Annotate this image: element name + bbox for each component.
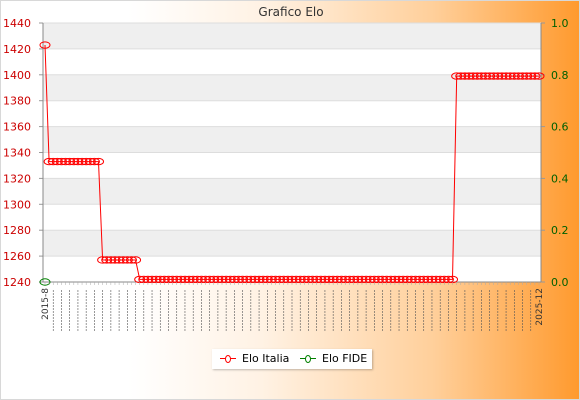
data-point-elo-italia: [521, 72, 533, 80]
data-point-elo-italia: [88, 157, 100, 166]
y-tick-label: 1380: [3, 95, 31, 108]
data-point-elo-italia: [51, 157, 63, 166]
x-tick-label-last: 2025-12: [535, 288, 545, 326]
data-point-elo-italia: [84, 157, 96, 166]
y-tick-label: 1440: [3, 17, 31, 30]
data-point-elo-italia: [451, 72, 463, 80]
data-point-elo-italia: [488, 72, 500, 80]
data-point-elo-italia: [101, 256, 113, 264]
data-point-elo-italia: [455, 72, 467, 80]
x-tick-label-first: 2015-8: [41, 288, 51, 320]
data-point-elo-italia: [496, 72, 508, 80]
chart-legend: Elo Italia Elo FIDE: [212, 349, 372, 369]
data-point-elo-italia: [72, 157, 84, 166]
y-tick-label: 1360: [3, 121, 31, 134]
data-point-elo-fide: [39, 278, 51, 286]
data-point-elo-italia: [113, 256, 125, 264]
data-point-elo-italia: [105, 256, 117, 264]
legend-item-elo-fide: Elo FIDE: [300, 352, 367, 365]
data-point-elo-italia: [504, 72, 516, 80]
data-point-elo-italia: [76, 157, 88, 166]
grid-band: [43, 126, 541, 153]
y-tick-label: 1280: [3, 224, 31, 237]
data-point-elo-italia: [125, 256, 137, 264]
data-point-elo-italia: [484, 72, 496, 80]
grid-band: [43, 23, 541, 49]
y2-tick-label: 0.2: [551, 224, 569, 237]
data-point-elo-italia: [47, 157, 59, 166]
y-tick-label: 1420: [3, 43, 31, 56]
data-point-elo-italia: [500, 72, 512, 80]
y2-tick-label: 0.0: [551, 276, 569, 289]
data-point-elo-italia: [467, 72, 479, 80]
series-line-elo-italia: [44, 44, 539, 280]
data-point-elo-italia: [64, 157, 76, 166]
grid-band: [43, 230, 541, 257]
data-point-elo-italia: [43, 157, 55, 166]
data-point-elo-italia: [121, 256, 133, 264]
data-point-elo-italia: [475, 72, 487, 80]
data-point-elo-italia: [512, 72, 524, 80]
legend-label-elo-italia: Elo Italia: [242, 352, 290, 365]
y2-tick-label: 0.8: [551, 69, 569, 82]
data-point-elo-italia: [130, 256, 142, 264]
y-tick-label: 1240: [3, 276, 31, 289]
y2-tick-label: 0.6: [551, 121, 569, 134]
y2-tick-label: 1.0: [551, 17, 569, 30]
y-tick-label: 1260: [3, 250, 31, 263]
data-point-elo-italia: [508, 72, 520, 80]
data-point-elo-italia: [55, 157, 67, 166]
data-point-elo-italia: [60, 157, 72, 166]
data-point-elo-italia: [459, 72, 471, 80]
data-point-elo-italia: [80, 157, 92, 166]
data-point-elo-italia: [517, 72, 529, 80]
data-point-elo-italia: [97, 256, 109, 264]
y-tick-label: 1400: [3, 69, 31, 82]
data-point-elo-italia: [533, 72, 545, 80]
data-point-elo-italia: [93, 157, 105, 166]
legend-swatch-elo-italia: [220, 354, 236, 364]
legend-label-elo-fide: Elo FIDE: [322, 352, 368, 365]
data-point-elo-italia: [109, 256, 121, 264]
data-point-elo-italia: [471, 72, 483, 80]
legend-swatch-elo-fide: [300, 354, 316, 364]
data-point-elo-italia: [479, 72, 491, 80]
data-point-elo-italia: [68, 157, 80, 166]
data-point-elo-italia: [117, 256, 129, 264]
data-point-elo-italia: [529, 72, 541, 80]
y-tick-label: 1320: [3, 172, 31, 185]
grid-band: [43, 178, 541, 205]
data-point-elo-italia: [525, 72, 537, 80]
y-tick-label: 1300: [3, 198, 31, 211]
y-tick-label: 1340: [3, 147, 31, 160]
data-point-elo-italia: [39, 41, 51, 49]
chart-title: Grafico Elo: [258, 5, 324, 19]
data-point-elo-italia: [463, 72, 475, 80]
data-point-elo-italia: [492, 72, 504, 80]
y2-tick-label: 0.4: [551, 172, 569, 185]
legend-item-elo-italia: Elo Italia: [220, 352, 289, 365]
